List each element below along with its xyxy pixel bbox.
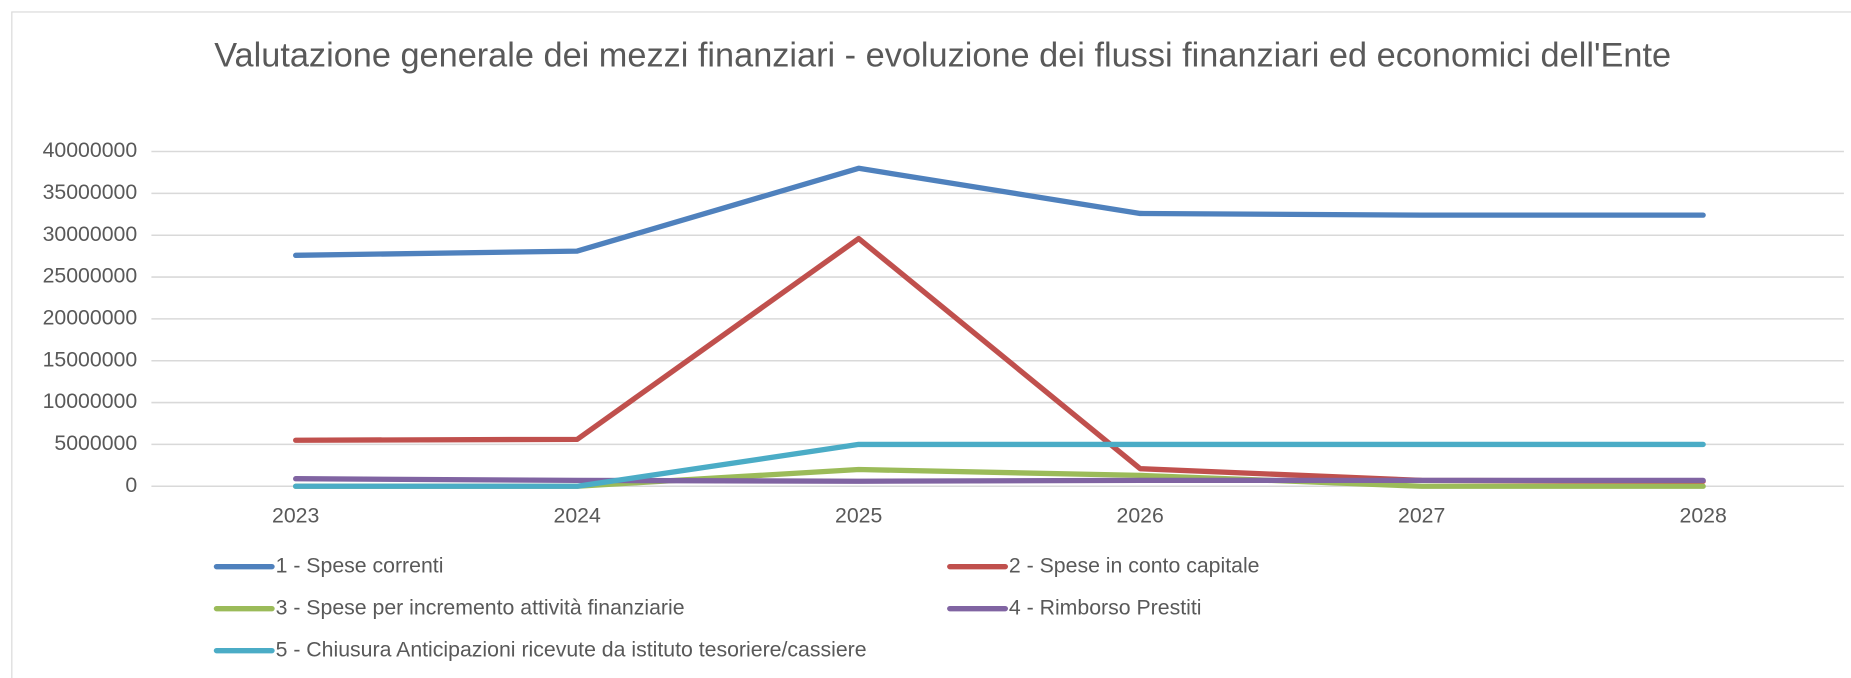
legend-label: 4 - Rimborso Prestiti <box>1009 595 1202 619</box>
series-line <box>293 441 1706 489</box>
y-tick-label: 5000000 <box>54 431 137 455</box>
y-tick-label: 0 <box>125 473 137 497</box>
legend-label: 2 - Spese in conto capitale <box>1009 553 1260 577</box>
chart-frame <box>11 11 1851 678</box>
chart-title: Valutazione generale dei mezzi finanziar… <box>214 36 1672 75</box>
title-box: Valutazione generale dei mezzi finanziar… <box>214 36 1672 75</box>
y-tick-label: 25000000 <box>43 264 138 288</box>
y-tick-label: 40000000 <box>43 138 138 162</box>
x-tick-label: 2025 <box>835 504 882 528</box>
y-tick-label: 20000000 <box>43 306 138 330</box>
legend-label: 1 - Spese correnti <box>276 553 444 577</box>
x-tick-label: 2027 <box>1398 504 1445 528</box>
x-tick-label: 2024 <box>554 504 601 528</box>
y-tick-label: 35000000 <box>43 180 138 204</box>
y-tick-label: 10000000 <box>43 389 138 413</box>
y-tick-label: 15000000 <box>43 347 138 371</box>
legend-label: 5 - Chiusura Anticipazioni ricevute da i… <box>276 637 867 661</box>
y-tick-label: 30000000 <box>43 222 138 246</box>
x-tick-label: 2028 <box>1680 504 1727 528</box>
series-line <box>293 476 1706 484</box>
series-line <box>293 165 1706 258</box>
legend-label: 3 - Spese per incremento attività finanz… <box>276 595 685 619</box>
x-tick-label: 2026 <box>1117 504 1164 528</box>
x-tick-label: 2023 <box>272 504 319 528</box>
